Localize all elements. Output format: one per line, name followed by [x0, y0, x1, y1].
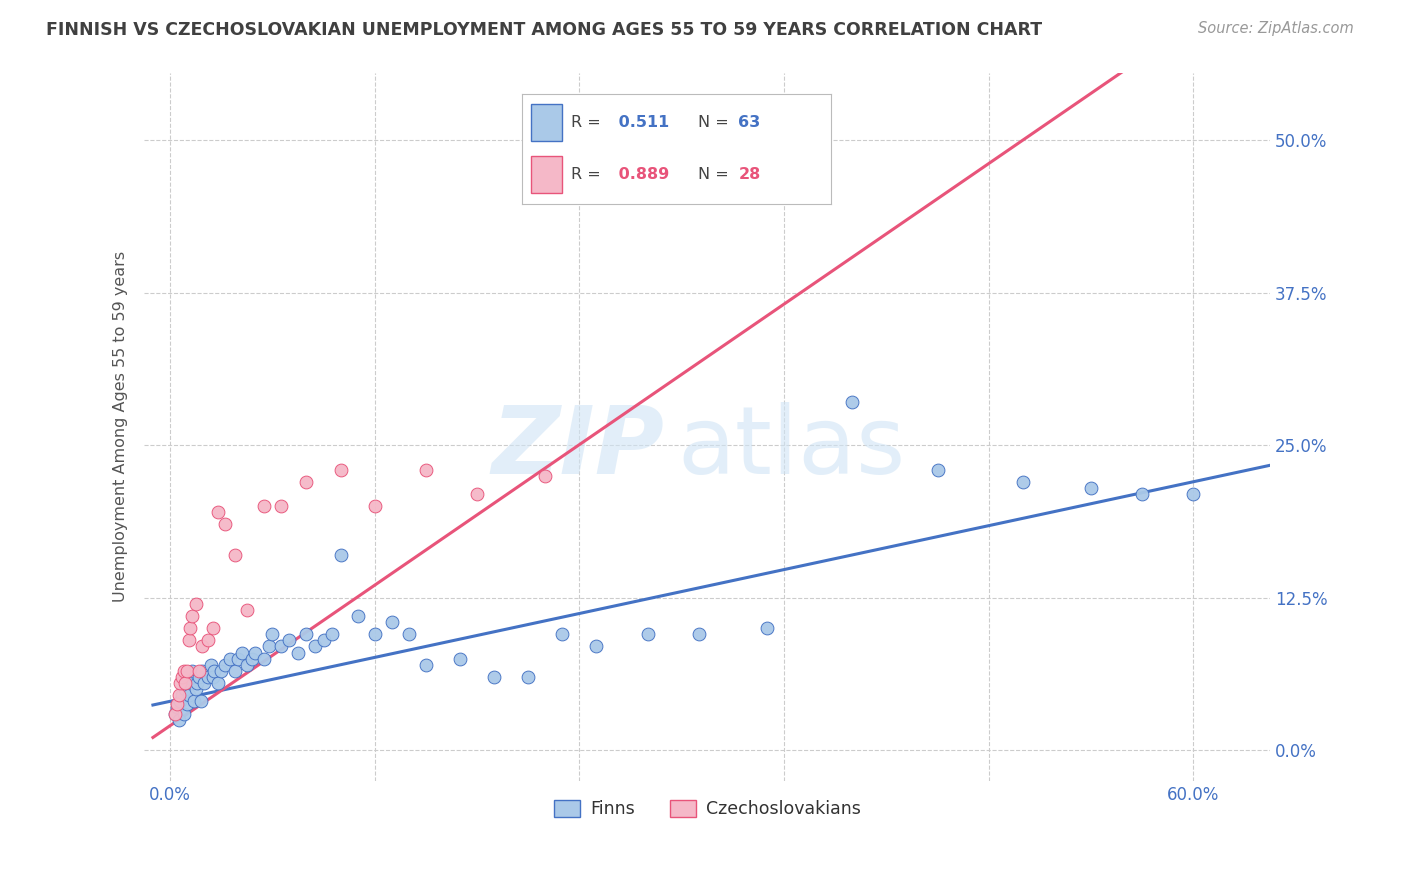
Point: [449, 651, 471, 665]
Point: [235, 603, 257, 617]
Point: [270, 499, 292, 513]
Point: [176, 670, 198, 684]
Point: [245, 646, 267, 660]
Point: [173, 706, 195, 721]
Point: [166, 700, 188, 714]
Point: [169, 694, 191, 708]
Point: [235, 657, 257, 672]
Point: [415, 657, 437, 672]
Point: [218, 651, 240, 665]
Point: [165, 706, 187, 721]
Point: [231, 646, 253, 660]
Point: [287, 646, 309, 660]
Point: [688, 627, 710, 641]
Point: [226, 651, 249, 665]
Point: [181, 664, 204, 678]
Point: [191, 664, 214, 678]
Point: [176, 664, 198, 678]
Y-axis label: Unemployment Among Ages 55 to 59 years: Unemployment Among Ages 55 to 59 years: [114, 252, 128, 602]
Point: [517, 670, 540, 684]
Point: [207, 676, 229, 690]
Point: [257, 640, 280, 654]
Point: [214, 657, 236, 672]
Point: [841, 395, 863, 409]
Point: [209, 664, 232, 678]
Point: [756, 621, 779, 635]
Point: [167, 688, 190, 702]
Text: Source: ZipAtlas.com: Source: ZipAtlas.com: [1198, 21, 1354, 37]
Point: [278, 633, 301, 648]
Point: [174, 682, 197, 697]
Text: FINNISH VS CZECHOSLOVAKIAN UNEMPLOYMENT AMONG AGES 55 TO 59 YEARS CORRELATION CH: FINNISH VS CZECHOSLOVAKIAN UNEMPLOYMENT …: [46, 21, 1042, 39]
Point: [381, 615, 404, 629]
Point: [312, 633, 335, 648]
Point: [262, 627, 284, 641]
Point: [170, 688, 193, 702]
Point: [1080, 481, 1102, 495]
Point: [224, 664, 246, 678]
Legend: Finns, Czechoslovakians: Finns, Czechoslovakians: [547, 793, 868, 825]
Point: [415, 462, 437, 476]
Point: [534, 468, 557, 483]
Point: [174, 676, 197, 690]
Point: [295, 627, 318, 641]
Point: [1012, 475, 1035, 489]
Point: [240, 651, 263, 665]
Point: [179, 676, 201, 690]
Point: [1130, 487, 1153, 501]
Point: [363, 627, 385, 641]
Point: [927, 462, 949, 476]
Point: [191, 640, 214, 654]
Point: [482, 670, 505, 684]
Point: [173, 664, 195, 678]
Point: [183, 694, 205, 708]
Point: [253, 651, 276, 665]
Point: [177, 688, 200, 702]
Point: [197, 633, 219, 648]
Point: [181, 609, 204, 624]
Point: [169, 676, 191, 690]
Point: [200, 657, 222, 672]
Point: [465, 487, 488, 501]
Point: [190, 694, 212, 708]
Point: [637, 627, 659, 641]
Point: [253, 499, 276, 513]
Text: atlas: atlas: [678, 402, 905, 494]
Point: [346, 609, 368, 624]
Point: [304, 640, 326, 654]
Point: [585, 640, 607, 654]
Point: [224, 548, 246, 562]
Point: [197, 670, 219, 684]
Point: [201, 670, 224, 684]
Point: [184, 682, 207, 697]
Point: [551, 627, 574, 641]
Point: [193, 676, 215, 690]
Point: [1182, 487, 1205, 501]
Point: [207, 505, 229, 519]
Point: [363, 499, 385, 513]
Point: [201, 621, 224, 635]
Point: [165, 706, 187, 721]
Point: [179, 621, 201, 635]
Point: [184, 597, 207, 611]
Point: [177, 633, 200, 648]
Point: [202, 664, 225, 678]
Point: [321, 627, 343, 641]
Point: [295, 475, 318, 489]
Point: [166, 697, 188, 711]
Point: [176, 697, 198, 711]
Point: [214, 517, 236, 532]
Point: [329, 548, 352, 562]
Text: ZIP: ZIP: [492, 402, 664, 494]
Point: [170, 670, 193, 684]
Point: [188, 664, 211, 678]
Point: [398, 627, 420, 641]
Point: [188, 670, 211, 684]
Point: [167, 713, 190, 727]
Point: [186, 676, 208, 690]
Point: [270, 640, 292, 654]
Point: [329, 462, 352, 476]
